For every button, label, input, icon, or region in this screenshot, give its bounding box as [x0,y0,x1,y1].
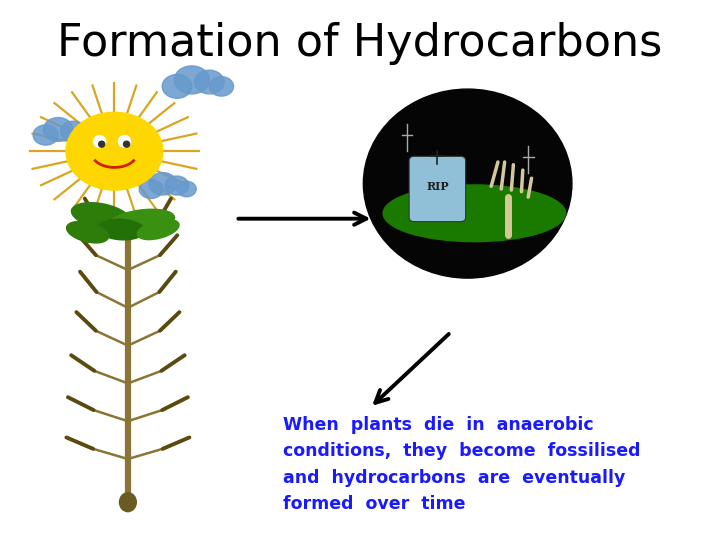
Circle shape [73,127,94,143]
Circle shape [194,70,224,94]
Ellipse shape [124,141,130,147]
Ellipse shape [66,221,109,243]
Ellipse shape [71,202,130,230]
Text: Formation of Hydrocarbons: Formation of Hydrocarbons [58,22,662,65]
Ellipse shape [119,136,130,147]
Circle shape [43,118,73,141]
Circle shape [33,125,58,145]
Circle shape [66,112,163,190]
Circle shape [60,121,86,141]
Circle shape [174,66,210,94]
Circle shape [177,181,197,197]
Ellipse shape [98,219,145,240]
Circle shape [149,173,177,195]
Ellipse shape [120,492,136,512]
Ellipse shape [94,136,106,147]
Circle shape [210,77,233,96]
Ellipse shape [364,89,572,278]
Ellipse shape [108,210,174,233]
Circle shape [162,75,192,98]
FancyBboxPatch shape [409,157,466,221]
Circle shape [165,176,189,195]
Circle shape [139,179,163,199]
Text: RIP: RIP [426,181,449,192]
Text: When  plants  die  in  anaerobic
conditions,  they  become  fossilised
and  hydr: When plants die in anaerobic conditions,… [283,416,640,513]
Ellipse shape [99,141,104,147]
Ellipse shape [383,185,566,242]
Ellipse shape [138,219,179,240]
